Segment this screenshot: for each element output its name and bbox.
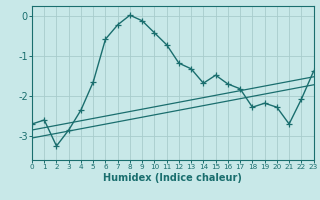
X-axis label: Humidex (Indice chaleur): Humidex (Indice chaleur) — [103, 173, 242, 183]
